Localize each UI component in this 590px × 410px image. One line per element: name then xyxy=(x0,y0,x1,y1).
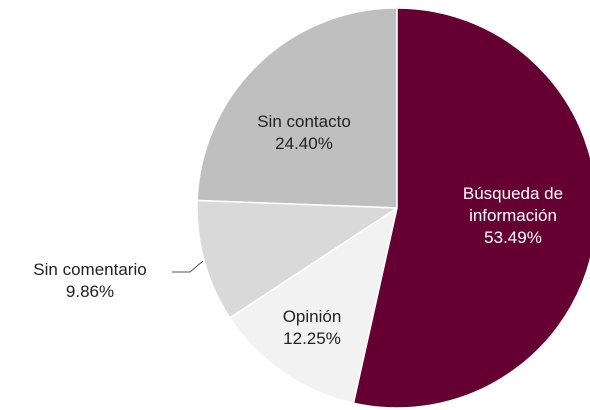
slice-label: Opinión 12.25% xyxy=(252,306,372,350)
pie-slice xyxy=(196,7,398,209)
slice-label: Sin comentario 9.86% xyxy=(0,259,185,303)
value-label: 24.40% xyxy=(275,134,333,153)
pie-slice xyxy=(352,7,590,409)
value-label: 53.49% xyxy=(484,228,542,247)
slice-label: Búsqueda de información 53.49% xyxy=(438,183,588,249)
category-label: Búsqueda de información xyxy=(462,184,564,225)
slice-label: Sin contacto 24.40% xyxy=(229,111,379,155)
value-label: 12.25% xyxy=(283,329,341,348)
pie-slice xyxy=(228,206,399,405)
category-label: Sin comentario xyxy=(33,260,147,279)
category-label: Sin contacto xyxy=(257,112,351,131)
pie-slice xyxy=(196,199,400,319)
category-label: Opinión xyxy=(282,307,342,326)
leader-line xyxy=(172,260,204,273)
value-label: 9.86% xyxy=(65,282,115,301)
